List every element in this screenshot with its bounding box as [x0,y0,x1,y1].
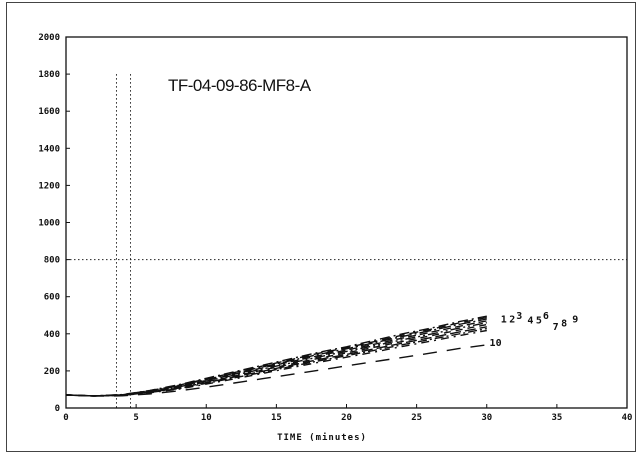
chart-title: TF-04-09-86-MF8-A [168,76,312,95]
curve-label-2: 2 [509,315,515,326]
plot-area-border [65,36,628,409]
x-tick-label: 0 [63,413,68,423]
curve-labels: 1 2 3 4 5 67 8 9 10 [490,311,579,349]
x-tick-label: 10 [201,413,212,423]
curve-label-5: 5 [536,316,542,327]
y-tick-label: 1000 [38,219,60,229]
series-line-1 [65,315,487,397]
series-line-8 [65,327,487,397]
y-tick-label: 600 [44,293,60,303]
curve-label-7: 7 [553,322,559,333]
series-group [65,315,487,397]
curve-label-8: 8 [561,318,567,329]
y-tick-label: 200 [44,367,60,377]
x-tick-label: 5 [133,413,138,423]
y-tick-label: 800 [44,256,60,266]
y-tick-label: 1200 [38,181,60,191]
y-tick-label: 1600 [38,107,60,117]
y-tick-label: 1400 [38,144,60,154]
x-tick-label: 15 [271,413,282,423]
reference-lines [66,74,627,408]
curve-label-1: 1 [501,315,507,326]
y-tick-label: 1800 [38,70,60,80]
curve-label-10: 10 [490,338,502,349]
y-tick-label: 2000 [38,33,60,43]
curve-label-3: 3 [516,311,522,322]
curve-label-4: 4 [527,316,533,327]
x-tick-label: 30 [481,413,492,423]
y-tick-label: 400 [44,330,60,340]
x-tick-label: 25 [411,413,422,423]
x-tick-label: 35 [551,413,562,423]
y-tick-label: 0 [55,404,60,414]
curve-label-6: 6 [543,311,549,322]
chart-frame [6,2,636,452]
curve-label-9: 9 [572,315,578,326]
series-line-10 [65,344,487,397]
x-tick-label: 40 [622,413,633,423]
x-tick-label: 20 [341,413,352,423]
x-axis-label: TIME (minutes) [277,432,367,443]
